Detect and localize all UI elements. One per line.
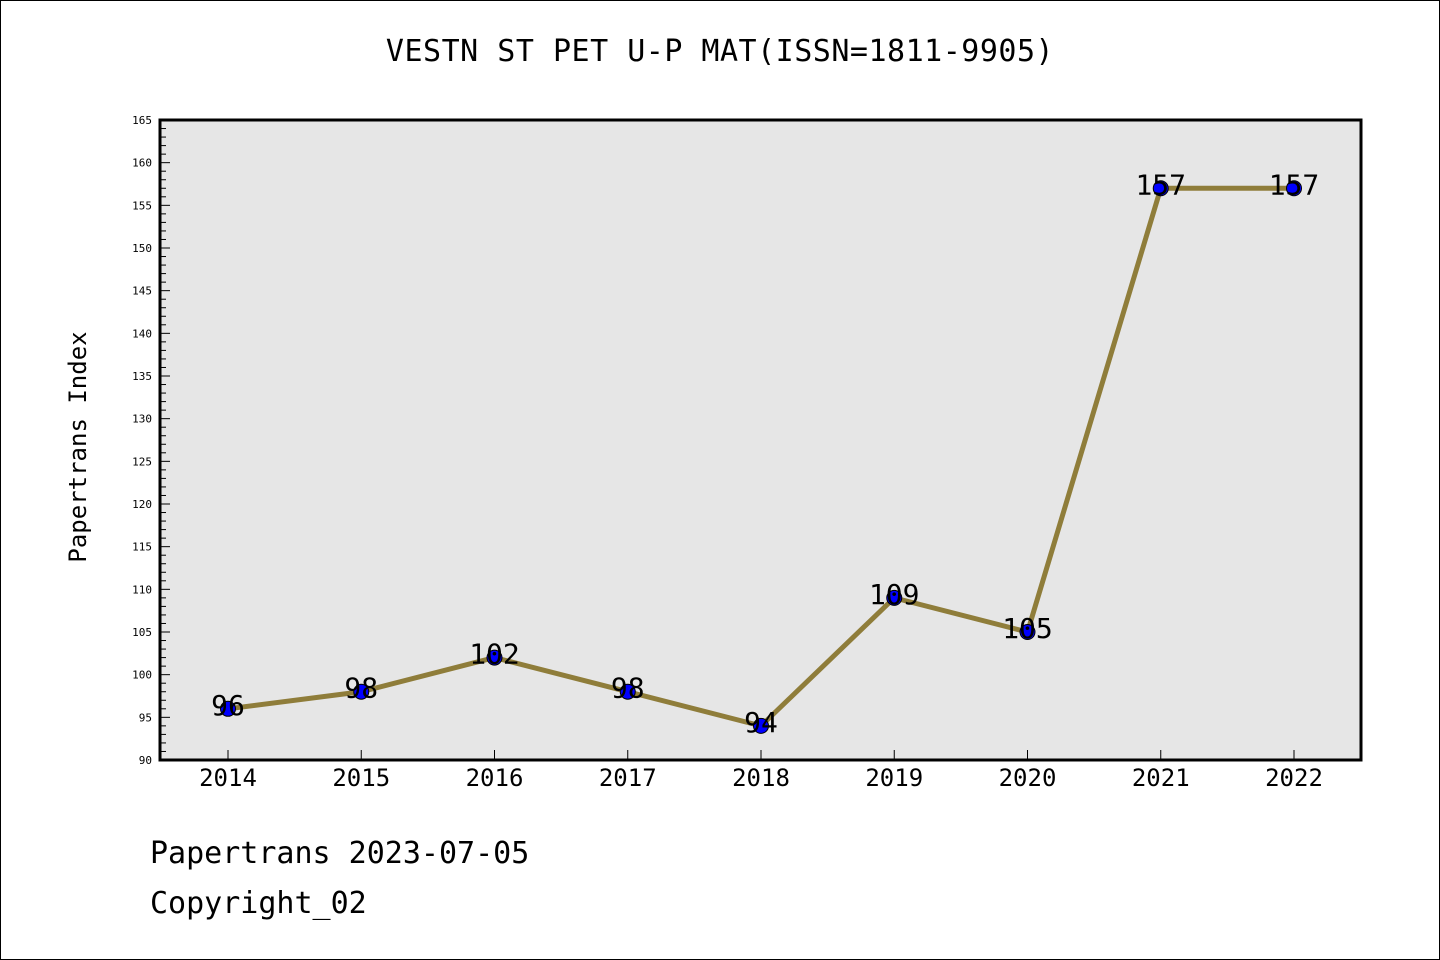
data-point (353, 683, 370, 700)
y-tick-label: 135 (132, 370, 152, 383)
data-point (220, 700, 236, 717)
x-axis-labels: 2014 2015 2016 2017 2018 2019 2020 2021 2022 (199, 750, 1323, 792)
x-tick-label: 2016 (466, 764, 524, 792)
x-tick-label: 2020 (999, 764, 1057, 792)
data-label: 96 (211, 689, 245, 722)
footer-copyright: Copyright_02 (150, 886, 367, 921)
y-tick-label: 160 (132, 157, 152, 170)
plot-border (158, 118, 1363, 762)
data-point (1152, 180, 1169, 197)
data-label: 105 (1002, 612, 1053, 645)
data-label: 98 (611, 672, 645, 705)
y-tick-label: 140 (132, 327, 152, 340)
data-label: 98 (344, 672, 378, 705)
x-tick-label: 2015 (332, 764, 390, 792)
data-point (619, 683, 636, 700)
y-tick-label: 90 (139, 754, 152, 767)
y-tick-label: 100 (132, 669, 152, 682)
data-label: 94 (744, 706, 778, 739)
plot-area (160, 120, 1361, 760)
y-tick-label: 105 (132, 626, 152, 639)
data-point (1286, 180, 1302, 197)
y-tick-label: 95 (139, 711, 152, 724)
data-label: 109 (869, 578, 920, 611)
y-axis-ticks: 90 95 100 105 110 115 120 125 130 135 140 145 150 155… (132, 114, 170, 767)
y-tick-label: 120 (132, 498, 152, 511)
x-tick-label: 2021 (1132, 764, 1190, 792)
x-tick-label: 2018 (732, 764, 790, 792)
y-tick-label: 165 (132, 114, 152, 127)
chart-title: VESTN ST PET U-P MAT(ISSN=1811-9905) (385, 34, 1055, 69)
y-tick-label: 150 (132, 242, 152, 255)
data-point (753, 717, 769, 734)
data-point (886, 589, 903, 606)
data-label: 157 (1135, 168, 1186, 201)
y-axis-label: Papertrans Index (64, 331, 92, 562)
y-tick-label: 130 (132, 413, 152, 426)
x-tick-label: 2014 (199, 764, 257, 792)
x-tick-label: 2022 (1265, 764, 1323, 792)
data-point (486, 649, 503, 666)
y-tick-label: 155 (132, 199, 152, 212)
y-tick-label: 110 (132, 583, 152, 596)
y-tick-label: 115 (132, 541, 152, 554)
data-labels: 96 98 102 98 94 109 105 157 157 (211, 168, 1319, 739)
data-point (1019, 624, 1036, 640)
data-label: 157 (1269, 168, 1320, 201)
x-tick-label: 2017 (599, 764, 657, 792)
data-points (220, 180, 1302, 734)
x-tick-label: 2019 (865, 764, 923, 792)
y-tick-label: 125 (132, 455, 152, 468)
footer-date: Papertrans 2023-07-05 (150, 836, 530, 871)
y-tick-label: 145 (132, 285, 152, 298)
data-label: 102 (469, 638, 520, 671)
